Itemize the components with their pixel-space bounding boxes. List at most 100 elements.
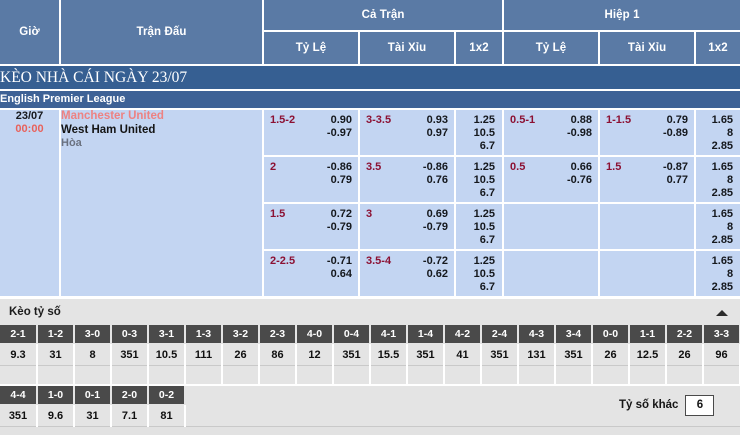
cell-full-overunder[interactable]: 3.5 -0.86 0.76 <box>359 156 456 204</box>
score-odd[interactable]: 31 <box>37 343 75 366</box>
odd-2[interactable]: 2.85 <box>711 234 734 246</box>
score-key[interactable]: 1-3 <box>185 325 223 344</box>
cell-full-handicap[interactable]: 2 -0.86 0.79 <box>263 156 360 204</box>
cell-full-overunder[interactable]: 3-3.5 0.93 0.97 <box>359 109 456 157</box>
score-key[interactable]: 1-0 <box>37 386 75 405</box>
other-score-count[interactable]: 6 <box>685 394 715 416</box>
table-row[interactable]: 2-2.5 -0.71 0.64 3.5-4 -0.72 0.62 <box>0 250 740 298</box>
cell-half-1x2[interactable]: 1.65 8 2.85 <box>695 109 740 157</box>
score-key[interactable]: 0-4 <box>333 325 371 344</box>
cell-full-overunder[interactable]: 3 0.69 -0.79 <box>359 203 456 251</box>
over-odd[interactable]: -0.86 <box>422 161 448 173</box>
caret-up-icon[interactable] <box>716 310 728 316</box>
cell-half-overunder[interactable]: 1.5 -0.87 0.77 <box>599 156 697 204</box>
handicap-away-odd[interactable]: 0.79 <box>330 174 352 186</box>
odd-2[interactable]: 2.85 <box>711 281 734 293</box>
cell-full-1x2[interactable]: 1.25 10.5 6.7 <box>455 250 505 298</box>
odd-1[interactable]: 1.65 <box>711 255 734 267</box>
odd-x[interactable]: 10.5 <box>473 268 496 280</box>
score-odd[interactable]: 10.5 <box>148 343 186 366</box>
score-key[interactable]: 0-2 <box>148 386 186 405</box>
handicap-home-odd[interactable]: 0.66 <box>570 161 593 173</box>
score-key[interactable]: 0-3 <box>111 325 149 344</box>
score-key[interactable]: 2-1 <box>0 325 38 344</box>
score-odd[interactable]: 81 <box>148 404 186 427</box>
score-key[interactable]: 1-2 <box>37 325 75 344</box>
over-odd[interactable]: -0.87 <box>662 161 689 173</box>
score-odd[interactable]: 26 <box>222 343 260 366</box>
score-odd[interactable]: 26 <box>666 343 704 366</box>
odds-pair[interactable]: 3.5 -0.86 0.76 <box>360 157 454 198</box>
score-odd[interactable]: 8 <box>74 343 112 366</box>
cell-full-handicap[interactable]: 1.5-2 0.90 -0.97 <box>263 109 360 157</box>
odds-1x2[interactable]: 1.65 8 2.85 <box>696 204 740 247</box>
odds-1x2[interactable]: 1.65 8 2.85 <box>696 110 740 153</box>
odds-1x2[interactable]: 1.65 8 2.85 <box>696 157 740 200</box>
odds-pair[interactable]: 3.5-4 -0.72 0.62 <box>360 251 454 292</box>
handicap-home-odd[interactable]: 0.72 <box>330 208 352 220</box>
cell-full-1x2[interactable]: 1.25 10.5 6.7 <box>455 109 505 157</box>
score-odd[interactable]: 351 <box>333 343 371 366</box>
home-team-name[interactable]: Manchester United <box>61 110 164 122</box>
score-odd[interactable]: 111 <box>185 343 223 366</box>
odds-1x2[interactable]: 1.25 10.5 6.7 <box>456 204 502 247</box>
cell-full-handicap[interactable]: 2-2.5 -0.71 0.64 <box>263 250 360 298</box>
score-odd[interactable]: 41 <box>444 343 482 366</box>
score-odd[interactable]: 31 <box>74 404 112 427</box>
odd-2[interactable]: 6.7 <box>479 281 496 293</box>
score-key[interactable]: 1-4 <box>407 325 445 344</box>
odd-x[interactable]: 8 <box>726 174 734 186</box>
score-odd[interactable]: 9.3 <box>0 343 38 366</box>
cell-full-overunder[interactable]: 3.5-4 -0.72 0.62 <box>359 250 456 298</box>
table-row[interactable]: 1.5 0.72 -0.79 3 0.69 -0.79 <box>0 203 740 251</box>
under-odd[interactable]: 0.97 <box>426 127 448 139</box>
score-odd[interactable]: 131 <box>518 343 556 366</box>
under-odd[interactable]: -0.89 <box>662 127 689 139</box>
over-odd[interactable]: 0.69 <box>426 208 448 220</box>
odds-pair[interactable]: 0.5 0.66 -0.76 <box>504 157 598 198</box>
cell-full-1x2[interactable]: 1.25 10.5 6.7 <box>455 203 505 251</box>
score-odd[interactable]: 7.1 <box>111 404 149 427</box>
odds-1x2[interactable]: 1.25 10.5 6.7 <box>456 157 502 200</box>
odd-x[interactable]: 10.5 <box>473 127 496 139</box>
handicap-home-odd[interactable]: 0.90 <box>330 114 352 126</box>
score-key[interactable]: 3-1 <box>148 325 186 344</box>
handicap-away-odd[interactable]: -0.97 <box>326 127 352 139</box>
score-key[interactable]: 4-0 <box>296 325 334 344</box>
odds-1x2[interactable]: 1.65 8 2.85 <box>696 251 740 294</box>
odd-1[interactable]: 1.25 <box>473 114 496 126</box>
handicap-away-odd[interactable]: -0.79 <box>326 221 352 233</box>
score-key[interactable]: 4-2 <box>444 325 482 344</box>
odds-pair[interactable]: 1.5-2 0.90 -0.97 <box>264 110 358 151</box>
odd-1[interactable]: 1.65 <box>711 161 734 173</box>
odds-pair[interactable]: 1.5 -0.87 0.77 <box>600 157 694 198</box>
odds-pair[interactable]: 2 -0.86 0.79 <box>264 157 358 198</box>
odd-x[interactable]: 8 <box>726 127 734 139</box>
cell-half-overunder[interactable]: 1-1.5 0.79 -0.89 <box>599 109 697 157</box>
table-row[interactable]: 2 -0.86 0.79 3.5 -0.86 0.76 <box>0 156 740 204</box>
score-odd[interactable]: 351 <box>0 404 38 427</box>
score-odd[interactable]: 351 <box>111 343 149 366</box>
score-odd[interactable]: 12 <box>296 343 334 366</box>
handicap-away-odd[interactable]: -0.98 <box>566 127 593 139</box>
odd-x[interactable]: 10.5 <box>473 174 496 186</box>
odds-pair[interactable]: 3 0.69 -0.79 <box>360 204 454 245</box>
odd-2[interactable]: 2.85 <box>711 140 734 152</box>
cell-full-1x2[interactable]: 1.25 10.5 6.7 <box>455 156 505 204</box>
score-odd[interactable]: 15.5 <box>370 343 408 366</box>
score-odd[interactable]: 26 <box>592 343 630 366</box>
under-odd[interactable]: 0.77 <box>666 174 689 186</box>
score-key[interactable]: 2-2 <box>666 325 704 344</box>
under-odd[interactable]: 0.62 <box>426 268 448 280</box>
handicap-away-odd[interactable]: 0.64 <box>330 268 352 280</box>
score-key[interactable]: 4-4 <box>0 386 38 405</box>
under-odd[interactable]: -0.79 <box>422 221 448 233</box>
handicap-home-odd[interactable]: 0.88 <box>570 114 593 126</box>
odds-1x2[interactable]: 1.25 10.5 6.7 <box>456 251 502 294</box>
cell-half-handicap[interactable]: 0.5 0.66 -0.76 <box>503 156 601 204</box>
score-odd[interactable]: 351 <box>555 343 593 366</box>
score-key[interactable]: 3-2 <box>222 325 260 344</box>
odd-2[interactable]: 6.7 <box>479 187 496 199</box>
odd-1[interactable]: 1.65 <box>711 114 734 126</box>
odd-1[interactable]: 1.25 <box>473 208 496 220</box>
